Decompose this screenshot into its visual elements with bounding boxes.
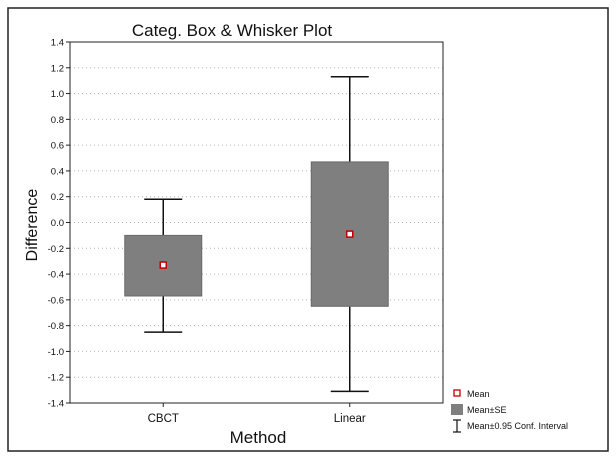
y-tick-label: 0.6 (51, 141, 64, 152)
y-tick-label: 0.4 (51, 166, 64, 177)
mean-marker (346, 230, 354, 238)
x-axis: CBCT Linear (148, 403, 366, 425)
y-tick-label: -1.0 (48, 347, 64, 358)
y-tick-label: 0.0 (51, 218, 64, 229)
y-tick-label: 1.2 (51, 63, 64, 74)
y-tick-label: 1.4 (51, 38, 64, 49)
y-tick-label: 1.0 (51, 89, 64, 100)
y-axis: 1.4 1.2 1.0 0.8 0.6 0.4 0.2 0.0 -0.2 -0.4 -0.6 -0.8… (48, 38, 70, 410)
y-tick-label: -0.6 (48, 295, 64, 306)
legend-label: Mean (467, 389, 490, 399)
legend-box-swatch (451, 404, 463, 415)
y-tick-label: -0.2 (48, 244, 64, 255)
y-tick-label: 0.8 (51, 115, 64, 126)
y-tick-label: -0.4 (48, 270, 64, 281)
legend-mean-marker (453, 389, 461, 397)
mean-marker (159, 261, 167, 269)
x-tick-label-cbct: CBCT (148, 413, 179, 425)
legend-label: Mean±SE (467, 405, 506, 415)
y-tick-label: -1.4 (48, 399, 64, 410)
y-axis-label: Difference (24, 189, 41, 262)
y-tick-label: -0.8 (48, 321, 64, 332)
chart-title: Categ. Box & Whisker Plot (132, 21, 333, 40)
legend: Mean Mean±SE Mean±0.95 Conf. Interval (451, 389, 568, 433)
y-tick-label: 0.2 (51, 192, 64, 203)
box-group-linear (310, 76, 389, 393)
x-tick-label-linear: Linear (334, 413, 366, 425)
boxes-layer (124, 76, 389, 393)
legend-label: Mean±0.95 Conf. Interval (467, 421, 568, 431)
box-group-cbct (124, 198, 203, 333)
outer-border (7, 7, 609, 452)
y-tick-label: -1.2 (48, 373, 64, 384)
x-axis-label: Method (230, 428, 287, 447)
